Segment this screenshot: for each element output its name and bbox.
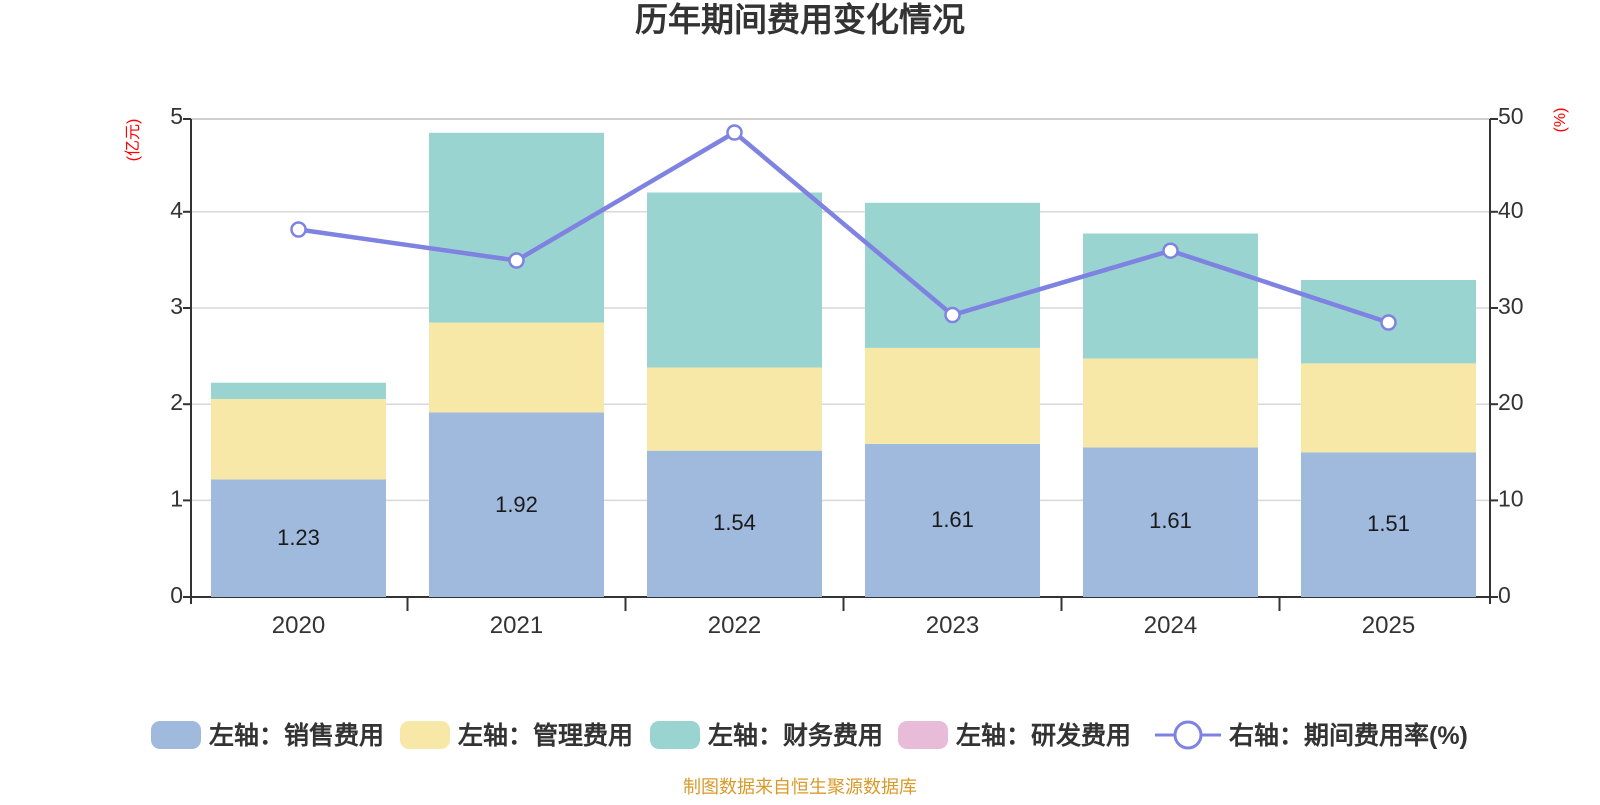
svg-text:左轴：财务费用: 左轴：财务费用	[708, 721, 883, 750]
svg-text:历年期间费用变化情况: 历年期间费用变化情况	[635, 1, 965, 38]
svg-text:3: 3	[170, 293, 183, 319]
svg-text:1.92: 1.92	[495, 492, 538, 517]
svg-text:30: 30	[1498, 293, 1524, 319]
svg-text:1.61: 1.61	[1149, 508, 1192, 533]
svg-text:10: 10	[1498, 485, 1524, 511]
svg-text:0: 0	[1498, 582, 1511, 608]
svg-text:2020: 2020	[272, 612, 325, 639]
svg-text:右轴：期间费用率(%): 右轴：期间费用率(%)	[1229, 721, 1468, 750]
svg-text:0: 0	[170, 582, 183, 608]
svg-text:20: 20	[1498, 389, 1524, 415]
svg-text:1.51: 1.51	[1367, 511, 1410, 536]
svg-text:2025: 2025	[1362, 612, 1415, 639]
svg-text:2022: 2022	[708, 612, 761, 639]
svg-text:制图数据来自恒生聚源数据库: 制图数据来自恒生聚源数据库	[683, 777, 917, 797]
svg-text:左轴：销售费用: 左轴：销售费用	[209, 721, 384, 750]
svg-text:2021: 2021	[490, 612, 543, 639]
svg-text:左轴：管理费用: 左轴：管理费用	[458, 721, 633, 750]
svg-text:2023: 2023	[926, 612, 979, 639]
svg-text:4: 4	[170, 197, 183, 223]
svg-text:1.61: 1.61	[931, 507, 974, 532]
svg-text:1.23: 1.23	[277, 525, 320, 550]
svg-text:2: 2	[170, 389, 183, 415]
svg-text:左轴：研发费用: 左轴：研发费用	[956, 721, 1131, 750]
svg-text:(亿元): (亿元)	[124, 119, 142, 162]
svg-text:1.54: 1.54	[713, 510, 756, 535]
svg-text:1: 1	[170, 485, 183, 511]
svg-text:50: 50	[1498, 103, 1524, 129]
svg-text:(%): (%)	[1552, 108, 1569, 133]
svg-text:2024: 2024	[1144, 612, 1197, 639]
svg-text:5: 5	[170, 103, 183, 129]
svg-text:40: 40	[1498, 197, 1524, 223]
